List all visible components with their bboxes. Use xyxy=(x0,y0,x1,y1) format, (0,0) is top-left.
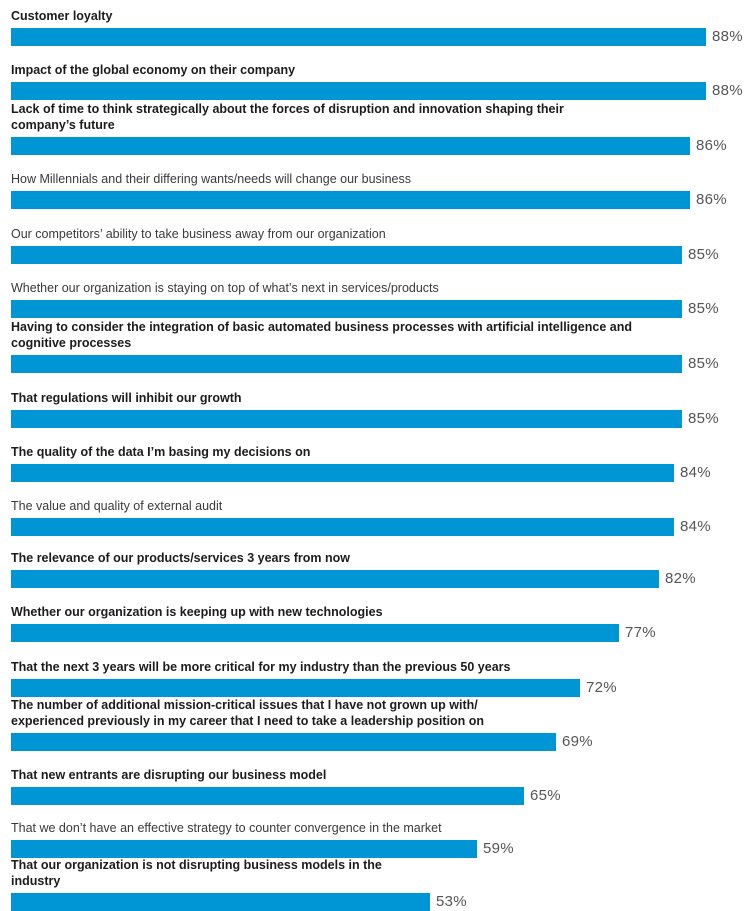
bar-label: Impact of the global economy on their co… xyxy=(11,63,296,77)
bar xyxy=(11,893,430,911)
bar-value-label: 82% xyxy=(665,570,696,587)
bar-value-label: 59% xyxy=(483,840,514,857)
bar xyxy=(11,137,690,155)
bar-label: Whether our organization is keeping up w… xyxy=(11,605,383,619)
bar xyxy=(11,733,556,751)
bar-label: Our competitors’ ability to take busines… xyxy=(11,227,386,241)
bar-value-label: 77% xyxy=(625,624,656,641)
bar xyxy=(11,28,706,46)
bar xyxy=(11,246,682,264)
bar xyxy=(11,840,477,858)
bar-label: Customer loyalty xyxy=(11,9,113,23)
bar-value-label: 84% xyxy=(680,464,711,481)
bar-label: The number of additional mission-critica… xyxy=(11,698,485,728)
bar-label: That regulations will inhibit our growth xyxy=(11,391,242,405)
bar-value-label: 85% xyxy=(688,355,719,372)
bar xyxy=(11,464,674,482)
bar xyxy=(11,410,682,428)
bar-label: Having to consider the integration of ba… xyxy=(11,320,632,350)
bar-label: That new entrants are disrupting our bus… xyxy=(11,768,327,782)
bar-label: That the next 3 years will be more criti… xyxy=(11,660,511,674)
bar-value-label: 85% xyxy=(688,300,719,317)
bar xyxy=(11,518,674,536)
bar-value-label: 85% xyxy=(688,246,719,263)
bar-label: That our organization is not disrupting … xyxy=(11,858,382,888)
bar-label: How Millennials and their differing want… xyxy=(11,172,411,186)
bar xyxy=(11,624,619,642)
bar-value-label: 72% xyxy=(586,679,617,696)
bar-label: The quality of the data I’m basing my de… xyxy=(11,445,311,459)
bar xyxy=(11,679,580,697)
bar xyxy=(11,787,524,805)
bar-value-label: 53% xyxy=(436,893,467,910)
bar xyxy=(11,570,659,588)
bar-value-label: 88% xyxy=(712,82,743,99)
bar-label: The value and quality of external audit xyxy=(11,499,223,513)
bar-value-label: 86% xyxy=(696,191,727,208)
bar-label: The relevance of our products/services 3… xyxy=(11,551,351,565)
bar-label: Lack of time to think strategically abou… xyxy=(11,102,564,132)
bar-value-label: 86% xyxy=(696,137,727,154)
bar xyxy=(11,82,706,100)
bar xyxy=(11,300,682,318)
bar xyxy=(11,355,682,373)
bar-value-label: 65% xyxy=(530,787,561,804)
bar-value-label: 88% xyxy=(712,28,743,45)
bar-label: That we don’t have an effective strategy… xyxy=(11,821,442,835)
bar-label: Whether our organization is staying on t… xyxy=(11,281,439,295)
bar xyxy=(11,191,690,209)
bar-value-label: 69% xyxy=(562,733,593,750)
bar-value-label: 84% xyxy=(680,518,711,535)
bar-value-label: 85% xyxy=(688,410,719,427)
